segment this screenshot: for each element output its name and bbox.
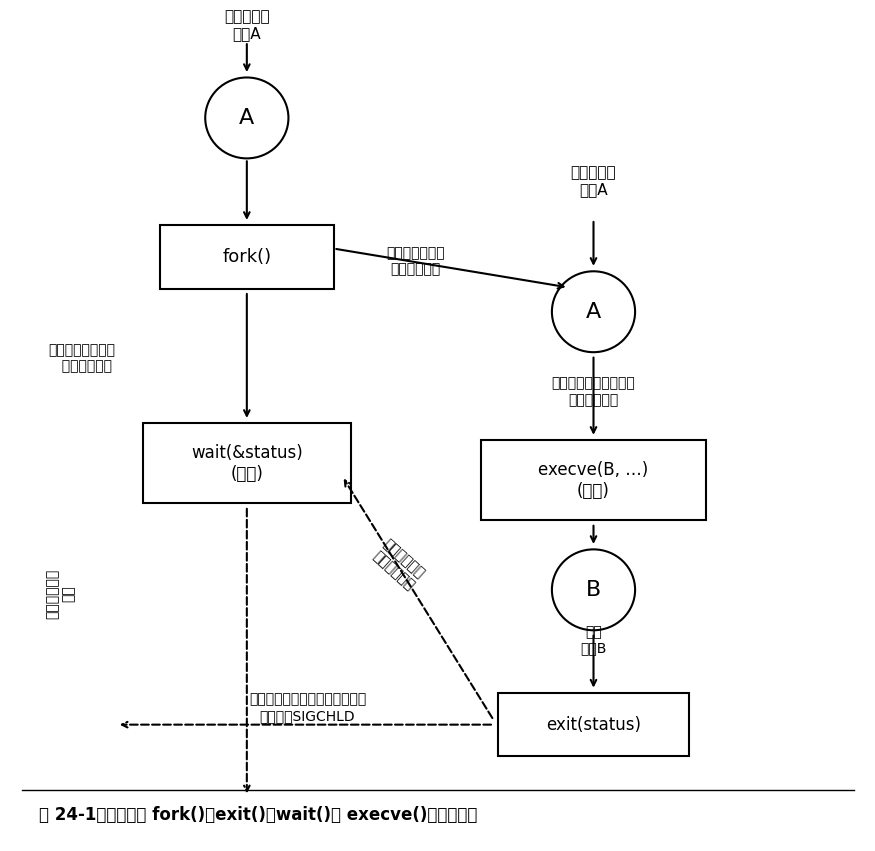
Text: B: B <box>586 580 601 600</box>
FancyBboxPatch shape <box>481 440 706 520</box>
Text: 图 24-1：概述函数 fork()、exit()、wait()和 execve()的协同使用: 图 24-1：概述函数 fork()、exit()、wait()和 execve… <box>38 806 477 824</box>
FancyBboxPatch shape <box>498 693 689 757</box>
Text: execve(B, …)
(可选): execve(B, …) (可选) <box>538 461 648 500</box>
FancyBboxPatch shape <box>160 226 333 288</box>
Circle shape <box>552 271 635 352</box>
Text: exit(status): exit(status) <box>546 716 641 734</box>
FancyBboxPatch shape <box>143 424 351 504</box>
Circle shape <box>552 550 635 631</box>
Text: 内核重新运行父进程并（可能）
发送信号SIGCHLD: 内核重新运行父进程并（可能） 发送信号SIGCHLD <box>248 693 366 722</box>
Text: A: A <box>239 108 255 128</box>
Text: A: A <box>586 302 601 322</box>
Text: 父进程执行
程序A: 父进程执行 程序A <box>224 9 270 42</box>
Text: 父进程可能于此处
  执行其他动作: 父进程可能于此处 执行其他动作 <box>49 343 116 374</box>
Text: 子进程可能于此处执行
进一步的动作: 子进程可能于此处执行 进一步的动作 <box>551 377 635 407</box>
Text: 将父进程的内存
拷贝至子进程: 将父进程的内存 拷贝至子进程 <box>387 246 445 277</box>
Text: 子进程执行
程序A: 子进程执行 程序A <box>570 165 616 197</box>
Text: 执行
程序B: 执行 程序B <box>580 625 606 655</box>
Text: 将子进程状态
传递给父进程: 将子进程状态 传递给父进程 <box>370 536 427 592</box>
Text: 挂起父进程的
执行: 挂起父进程的 执行 <box>46 569 75 620</box>
Circle shape <box>206 77 289 158</box>
Text: wait(&status)
(可选): wait(&status) (可选) <box>191 444 303 483</box>
Text: fork(): fork() <box>222 248 271 266</box>
